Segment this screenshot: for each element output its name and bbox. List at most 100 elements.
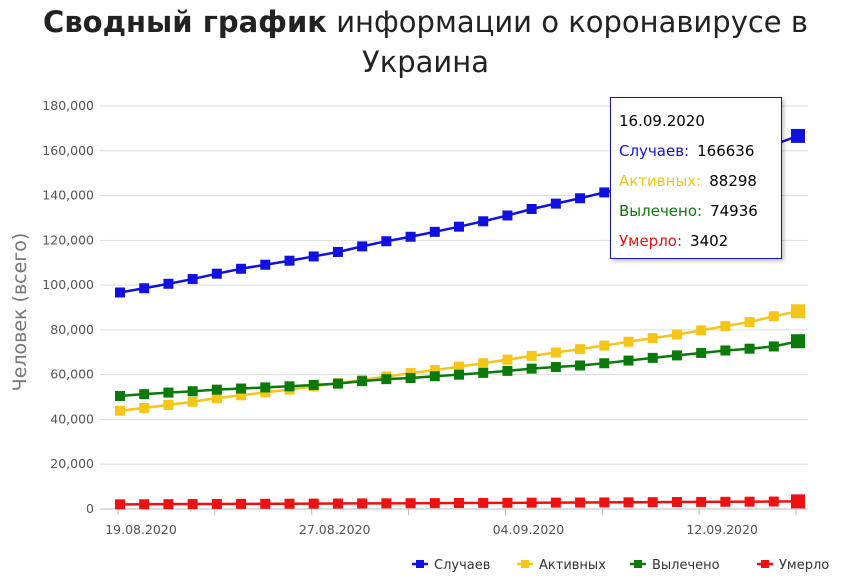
data-point[interactable] <box>357 498 368 509</box>
data-point[interactable] <box>791 304 805 319</box>
data-point[interactable] <box>115 405 125 416</box>
data-point[interactable] <box>163 387 174 398</box>
data-point[interactable] <box>744 343 755 354</box>
data-point[interactable] <box>405 373 416 384</box>
data-point[interactable] <box>139 389 150 400</box>
data-point[interactable] <box>478 358 489 369</box>
data-point[interactable] <box>381 236 392 247</box>
data-point[interactable] <box>623 355 634 366</box>
data-point[interactable] <box>454 369 464 380</box>
data-point[interactable] <box>236 383 247 394</box>
data-point[interactable] <box>381 374 392 385</box>
data-point[interactable] <box>260 259 271 270</box>
data-point[interactable] <box>599 358 610 369</box>
data-point[interactable] <box>115 390 125 401</box>
data-point[interactable] <box>357 241 368 252</box>
data-point[interactable] <box>139 499 150 510</box>
data-point[interactable] <box>599 497 610 508</box>
data-point[interactable] <box>599 187 610 198</box>
data-point[interactable] <box>454 221 464 232</box>
data-point[interactable] <box>405 231 416 242</box>
data-point[interactable] <box>332 498 343 509</box>
data-point[interactable] <box>187 274 198 285</box>
data-point[interactable] <box>454 361 464 372</box>
data-point[interactable] <box>332 378 343 389</box>
legend-item[interactable]: Умерло <box>757 558 829 573</box>
data-point[interactable] <box>768 341 779 352</box>
data-point[interactable] <box>647 333 658 344</box>
data-point[interactable] <box>791 128 805 143</box>
data-point[interactable] <box>550 347 561 358</box>
data-point[interactable] <box>502 365 513 376</box>
data-point[interactable] <box>211 498 222 509</box>
data-point[interactable] <box>791 334 805 349</box>
data-point[interactable] <box>768 496 779 507</box>
data-point[interactable] <box>599 340 610 351</box>
data-point[interactable] <box>284 381 295 392</box>
data-point[interactable] <box>526 350 537 361</box>
legend-item[interactable]: Активных <box>517 558 606 573</box>
data-point[interactable] <box>550 362 561 373</box>
data-point[interactable] <box>526 203 537 214</box>
data-point[interactable] <box>791 494 805 509</box>
data-point[interactable] <box>768 311 779 322</box>
data-point[interactable] <box>623 497 634 508</box>
data-point[interactable] <box>139 283 150 294</box>
data-point[interactable] <box>623 336 634 347</box>
data-point[interactable] <box>720 496 731 507</box>
data-point[interactable] <box>744 317 755 328</box>
data-point[interactable] <box>696 325 707 336</box>
data-point[interactable] <box>139 403 150 414</box>
data-point[interactable] <box>115 499 125 510</box>
data-point[interactable] <box>671 497 682 508</box>
data-point[interactable] <box>211 384 222 395</box>
data-point[interactable] <box>187 499 198 510</box>
data-point[interactable] <box>575 193 586 204</box>
data-point[interactable] <box>550 497 561 508</box>
data-point[interactable] <box>211 393 222 404</box>
data-point[interactable] <box>381 498 392 509</box>
legend-item[interactable]: Случаев <box>412 558 490 573</box>
data-point[interactable] <box>332 246 343 257</box>
data-point[interactable] <box>405 498 416 509</box>
data-point[interactable] <box>575 360 586 371</box>
legend-item[interactable]: Вылечено <box>630 558 720 573</box>
data-point[interactable] <box>696 347 707 358</box>
data-point[interactable] <box>429 365 440 376</box>
series-2[interactable] <box>115 334 805 401</box>
data-point[interactable] <box>187 396 198 407</box>
data-point[interactable] <box>744 496 755 507</box>
data-point[interactable] <box>163 399 174 410</box>
data-point[interactable] <box>308 498 319 509</box>
series-3[interactable] <box>115 494 805 510</box>
data-point[interactable] <box>671 350 682 361</box>
data-point[interactable] <box>187 386 198 397</box>
data-point[interactable] <box>429 226 440 237</box>
data-point[interactable] <box>696 496 707 507</box>
data-point[interactable] <box>260 382 271 393</box>
data-point[interactable] <box>429 371 440 382</box>
data-point[interactable] <box>236 498 247 509</box>
data-point[interactable] <box>236 263 247 274</box>
data-point[interactable] <box>575 344 586 355</box>
data-point[interactable] <box>671 329 682 340</box>
data-point[interactable] <box>502 354 513 365</box>
data-point[interactable] <box>478 497 489 508</box>
data-point[interactable] <box>550 198 561 209</box>
data-point[interactable] <box>163 499 174 510</box>
data-point[interactable] <box>284 255 295 266</box>
data-point[interactable] <box>502 210 513 221</box>
data-point[interactable] <box>308 379 319 390</box>
data-point[interactable] <box>429 498 440 509</box>
data-point[interactable] <box>357 376 368 387</box>
data-point[interactable] <box>575 497 586 508</box>
data-point[interactable] <box>163 278 174 289</box>
data-point[interactable] <box>720 345 731 356</box>
data-point[interactable] <box>284 498 295 509</box>
data-point[interactable] <box>211 268 222 279</box>
data-point[interactable] <box>478 216 489 227</box>
data-point[interactable] <box>720 321 731 332</box>
data-point[interactable] <box>115 287 125 298</box>
data-point[interactable] <box>526 363 537 374</box>
data-point[interactable] <box>260 498 271 509</box>
